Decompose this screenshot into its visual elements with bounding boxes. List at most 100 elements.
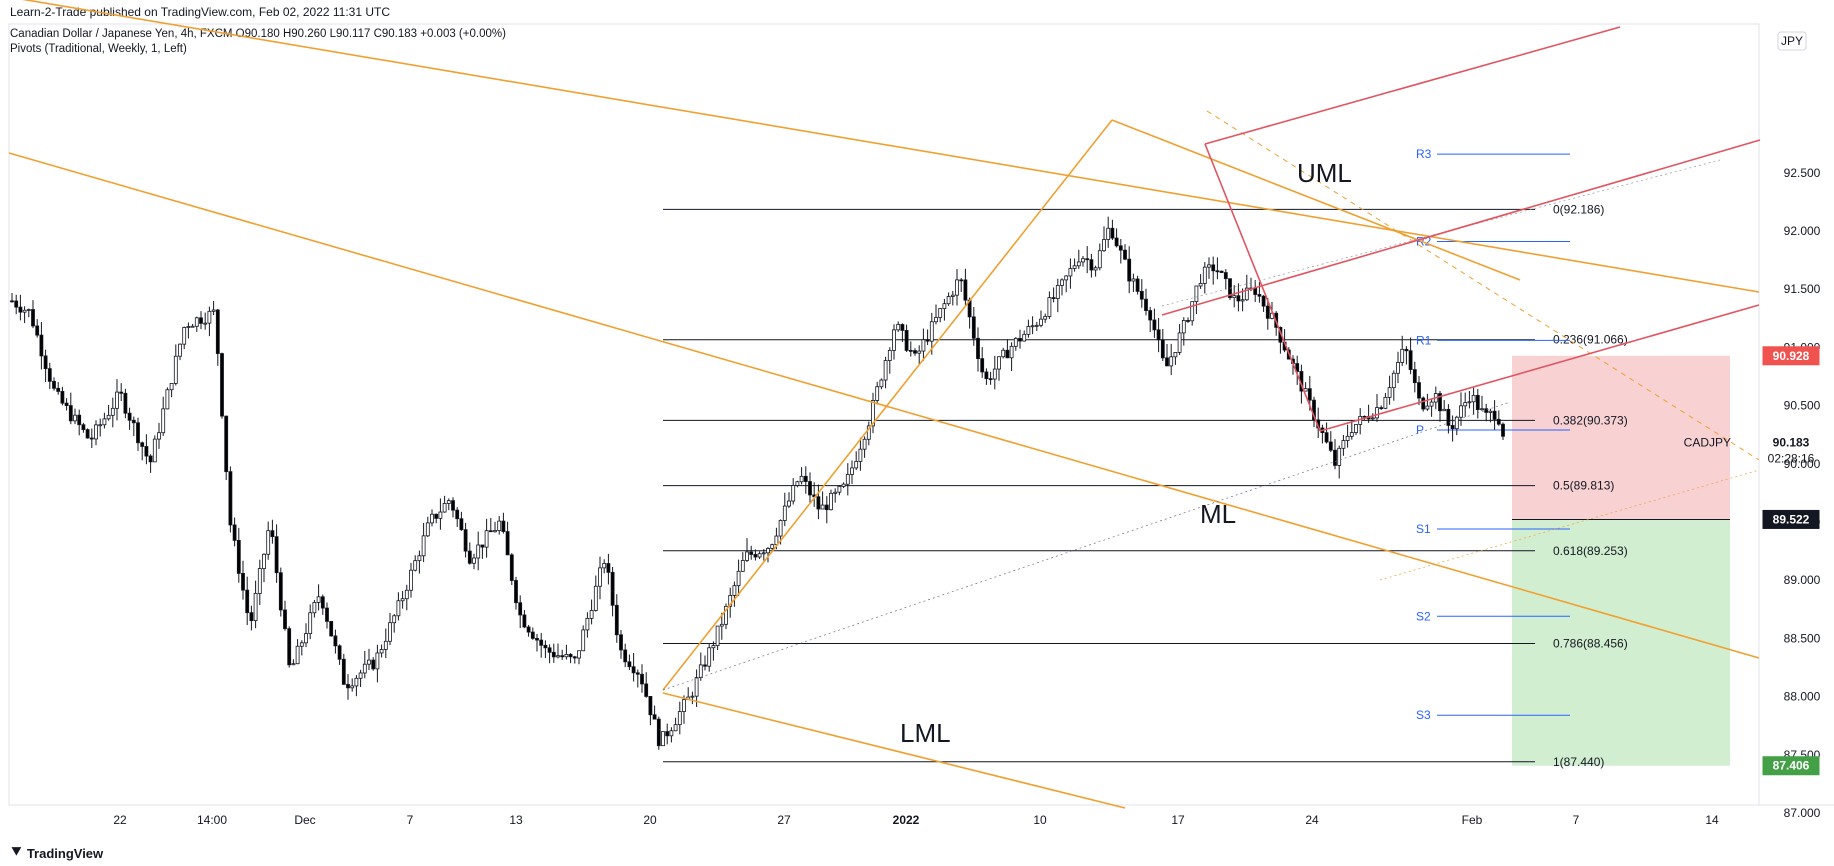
channel-leg[interactable]: [1204, 143, 1321, 432]
candle: [161, 396, 166, 436]
candle-body-up: [26, 309, 31, 311]
candle-body-down: [1484, 408, 1489, 413]
candle: [845, 463, 850, 496]
take-profit-zone[interactable]: [1512, 519, 1730, 766]
candle-body-down: [1186, 320, 1190, 322]
candle-body-up: [1459, 405, 1463, 418]
candle: [413, 555, 418, 572]
candle-body-down: [1412, 369, 1417, 384]
candle: [215, 308, 220, 366]
candle: [501, 512, 506, 534]
candle-body-down: [749, 551, 754, 555]
candle: [392, 613, 397, 633]
candle-body-down: [215, 309, 220, 354]
pivot-s1[interactable]: S1: [1416, 522, 1570, 536]
pivot-r3[interactable]: R3: [1416, 147, 1570, 161]
pitchfork-handle-left[interactable]: [662, 119, 1113, 691]
price-tag-stop[interactable]: 90.928: [1762, 346, 1820, 366]
fib-level-0_382[interactable]: 0.382(90.373): [663, 413, 1628, 427]
pivot-s3[interactable]: S3: [1416, 708, 1570, 722]
candle: [455, 507, 460, 527]
candle-body-down: [1261, 295, 1266, 307]
candle: [539, 632, 544, 658]
candle: [564, 644, 569, 660]
fib-level-0_236[interactable]: 0.236(91.066): [663, 333, 1628, 347]
dotted-channel-upper[interactable]: [1161, 159, 1721, 307]
pivot-s2[interactable]: S2: [1416, 609, 1570, 623]
candle-body-up: [497, 520, 502, 531]
candle-body-down: [329, 620, 334, 637]
candle-body-up: [472, 557, 476, 564]
candle: [1354, 424, 1358, 435]
candle: [224, 415, 229, 481]
price-tag-bg: [1762, 346, 1820, 366]
candle: [1345, 424, 1350, 448]
dotted-lower-projection[interactable]: [1379, 469, 1760, 581]
fib-level-0_786[interactable]: 0.786(88.456): [663, 637, 1628, 651]
candle-body-down: [551, 651, 556, 658]
price-tag-target[interactable]: 87.406: [1762, 756, 1820, 776]
candle-body-up: [165, 389, 170, 410]
candle-body-up: [295, 645, 300, 665]
channel-lower[interactable]: [1319, 304, 1760, 432]
candle: [1106, 216, 1111, 248]
candle-body-up: [484, 530, 489, 548]
channel-upper-bottom[interactable]: [1161, 139, 1761, 316]
upper-median-line[interactable]: [9, 0, 1760, 293]
candle: [1202, 262, 1207, 294]
candle: [1492, 400, 1497, 430]
tradingview-logo[interactable]: ⯆ TradingView: [10, 844, 103, 862]
candle-body-up: [850, 467, 854, 475]
dashed-projection-top[interactable]: [1206, 110, 1760, 461]
candle: [39, 321, 44, 370]
candle-body-down: [278, 572, 283, 611]
candle-body-up: [383, 640, 388, 650]
candle-body-up: [732, 585, 737, 596]
candle-body-up: [728, 595, 733, 607]
candle: [1211, 256, 1216, 285]
lower-median-line[interactable]: [662, 692, 1126, 809]
candle: [442, 495, 447, 513]
candle-body-down: [610, 571, 615, 606]
candle: [1253, 280, 1258, 302]
candle: [942, 298, 947, 321]
pivot-label: R3: [1416, 147, 1432, 161]
candle: [1198, 274, 1203, 289]
candle: [682, 695, 686, 724]
channel-upper-top[interactable]: [1204, 26, 1621, 145]
candle-body-down: [913, 350, 917, 354]
candle-body-down: [572, 656, 577, 659]
price-tag-last[interactable]: 90.183 02:28:16 CADJPY: [1684, 432, 1820, 465]
candle: [1026, 319, 1031, 338]
candle: [1408, 337, 1413, 375]
candle: [913, 348, 917, 356]
candle: [833, 488, 838, 503]
candle: [350, 678, 355, 692]
pivots-indicator-label[interactable]: Pivots (Traditional, Weekly, 1, Left): [10, 43, 187, 55]
currency-badge[interactable]: JPY: [1777, 31, 1807, 51]
candle-body-up: [1354, 424, 1358, 433]
fib-trend-dotted[interactable]: [662, 401, 1511, 691]
fib-level-0[interactable]: 0(92.186): [663, 202, 1604, 216]
candle: [1022, 330, 1027, 342]
candle-body-up: [564, 654, 569, 658]
candle: [131, 416, 136, 437]
candle: [1442, 400, 1447, 412]
stop-loss-zone[interactable]: [1512, 355, 1730, 520]
fib-level-0_618[interactable]: 0.618(89.253): [663, 544, 1628, 558]
fib-level-1[interactable]: 1(87.440): [663, 755, 1604, 769]
candle: [472, 553, 476, 570]
candle-body-up: [161, 408, 166, 434]
candle-body-up: [1337, 447, 1342, 466]
pitchfork-handle-right[interactable]: [1111, 119, 1521, 281]
candle: [787, 492, 791, 509]
candle-body-down: [199, 317, 203, 324]
price-tag-bg: [1762, 756, 1820, 776]
candle-body-up: [955, 279, 959, 296]
pivot-r1[interactable]: R1: [1416, 333, 1570, 347]
price-tag-entry[interactable]: 89.522: [1762, 509, 1820, 529]
median-line[interactable]: [8, 152, 1760, 659]
candle: [711, 641, 716, 661]
candle-body-up: [766, 548, 770, 554]
